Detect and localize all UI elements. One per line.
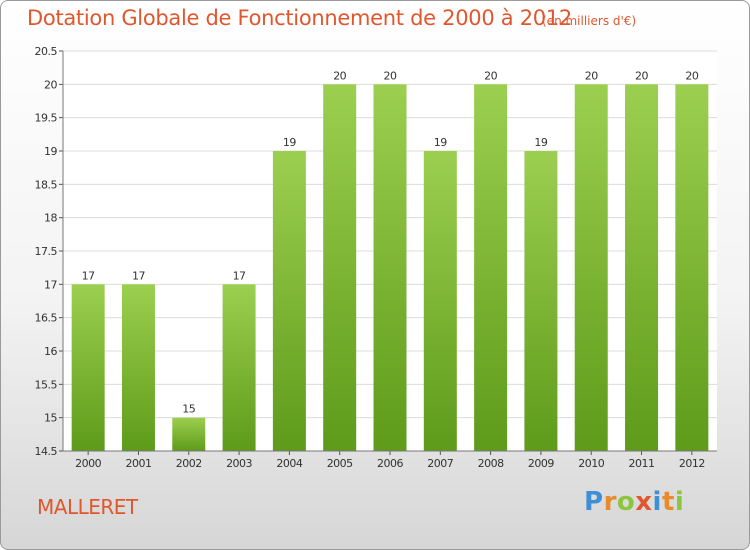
commune-name: MALLERET xyxy=(37,495,138,519)
data-label: 19 xyxy=(434,136,447,149)
chart-title-text: Dotation Globale de Fonctionnement de 20… xyxy=(27,6,572,30)
x-tick-label: 2007 xyxy=(427,457,453,470)
data-label: 20 xyxy=(585,69,598,82)
y-tick-label: 15.5 xyxy=(35,378,58,391)
y-tick-label: 19 xyxy=(44,145,57,158)
y-tick-label: 14.5 xyxy=(35,445,58,458)
data-label: 20 xyxy=(635,69,648,82)
bar-2007 xyxy=(423,151,457,451)
bar-2010 xyxy=(574,84,608,451)
y-tick-label: 16 xyxy=(44,345,57,358)
x-tick-label: 2006 xyxy=(377,457,403,470)
data-label: 17 xyxy=(82,269,95,282)
x-tick-label: 2011 xyxy=(629,457,655,470)
y-tick-label: 17 xyxy=(44,278,57,291)
data-label: 20 xyxy=(484,69,497,82)
y-tick-label: 20 xyxy=(44,78,57,91)
bar-2011 xyxy=(625,84,659,451)
data-label: 15 xyxy=(182,403,195,416)
data-label: 19 xyxy=(534,136,547,149)
y-tick-label: 17.5 xyxy=(35,245,58,258)
x-tick-label: 2005 xyxy=(327,457,353,470)
y-tick-label: 18 xyxy=(44,212,57,225)
bar-2004 xyxy=(272,151,306,451)
bar-2008 xyxy=(474,84,508,451)
x-tick-label: 2000 xyxy=(75,457,101,470)
bar-2001 xyxy=(121,284,155,451)
x-tick-label: 2008 xyxy=(478,457,504,470)
bar-2009 xyxy=(524,151,558,451)
proxiti-logo[interactable]: Proxiti xyxy=(584,487,685,517)
data-label: 20 xyxy=(685,69,698,82)
x-tick-label: 2001 xyxy=(125,457,151,470)
x-tick-label: 2002 xyxy=(176,457,202,470)
x-tick-label: 2003 xyxy=(226,457,252,470)
data-label: 20 xyxy=(333,69,346,82)
x-tick-label: 2012 xyxy=(679,457,705,470)
y-tick-label: 15 xyxy=(44,412,57,425)
x-tick-label: 2010 xyxy=(578,457,604,470)
bar-2002 xyxy=(172,417,206,451)
bar-2000 xyxy=(71,284,105,451)
y-tick-label: 18.5 xyxy=(35,178,58,191)
bar-2003 xyxy=(222,284,256,451)
bar-2006 xyxy=(373,84,407,451)
y-tick-label: 19.5 xyxy=(35,112,58,125)
x-tick-label: 2004 xyxy=(276,457,302,470)
data-label: 20 xyxy=(384,69,397,82)
x-tick-label: 2009 xyxy=(528,457,554,470)
data-label: 19 xyxy=(283,136,296,149)
data-label: 17 xyxy=(132,269,145,282)
bar-2005 xyxy=(323,84,357,451)
data-label: 17 xyxy=(233,269,246,282)
chart-title: Dotation Globale de Fonctionnement de 20… xyxy=(27,6,572,30)
y-tick-label: 20.5 xyxy=(35,45,58,58)
unit-note: (en milliers d'€) xyxy=(542,14,637,28)
bar-2012 xyxy=(675,84,709,451)
y-tick-label: 16.5 xyxy=(35,312,58,325)
